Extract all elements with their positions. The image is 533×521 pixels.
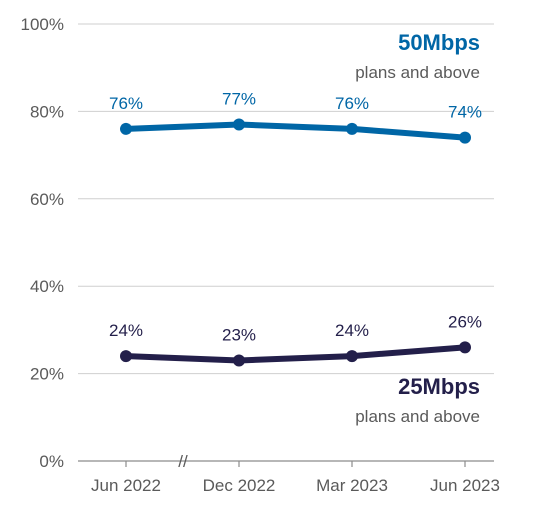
- series-line-1: [123, 344, 468, 364]
- y-tick-label: 80%: [30, 102, 64, 121]
- series-sublabel-50mbps: plans and above: [355, 63, 480, 82]
- series-line-0: [123, 121, 468, 141]
- series-label-25mbps: 25Mbps plans and above: [355, 374, 480, 426]
- y-tick-label: 40%: [30, 277, 64, 296]
- data-label: 26%: [448, 312, 482, 331]
- series-sublabel-25mbps: plans and above: [355, 407, 480, 426]
- data-label: 77%: [222, 90, 256, 109]
- series-name-50mbps: 50Mbps: [398, 30, 480, 55]
- gridlines: [78, 23, 494, 462]
- y-tick-label: 20%: [30, 365, 64, 384]
- data-label: 76%: [335, 94, 369, 113]
- axis-break-mark: //: [178, 452, 188, 471]
- data-point: [233, 118, 245, 131]
- x-axis: Jun 2022 Dec 2022 Mar 2023 Jun 2023: [91, 461, 500, 495]
- y-tick-label: 0%: [39, 452, 64, 471]
- x-tick-label: Jun 2023: [430, 476, 500, 495]
- series-name-25mbps: 25Mbps: [398, 374, 480, 399]
- data-point: [346, 350, 358, 363]
- data-point: [233, 354, 245, 367]
- series-lines: [123, 121, 468, 364]
- data-label: 76%: [109, 94, 143, 113]
- y-tick-label: 60%: [30, 190, 64, 209]
- x-tick-label: Mar 2023: [316, 476, 388, 495]
- y-axis: 0% 20% 40% 60% 80% 100%: [21, 15, 64, 471]
- data-label: 23%: [222, 325, 256, 344]
- x-tick-label: Dec 2022: [203, 476, 276, 495]
- series-points: [120, 118, 471, 367]
- series-label-50mbps: 50Mbps plans and above: [355, 30, 480, 82]
- data-label: 74%: [448, 103, 482, 122]
- data-labels: 76% 77% 76% 74% 24% 23% 24% 26%: [109, 90, 482, 345]
- data-point: [459, 341, 471, 354]
- data-point: [120, 350, 132, 363]
- data-label: 24%: [109, 321, 143, 340]
- x-tick-label: Jun 2022: [91, 476, 161, 495]
- y-tick-label: 100%: [21, 15, 64, 34]
- data-point: [459, 131, 471, 144]
- data-label: 24%: [335, 321, 369, 340]
- data-point: [346, 122, 358, 135]
- data-point: [120, 122, 132, 135]
